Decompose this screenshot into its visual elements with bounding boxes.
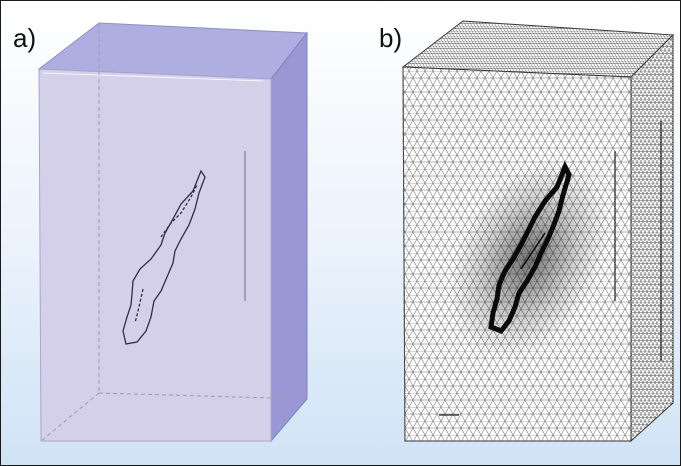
panel-b-label: b) bbox=[379, 23, 403, 53]
mesh-fracture bbox=[488, 160, 572, 335]
block-front-face bbox=[38, 68, 272, 442]
mesh-dashed-edge bbox=[402, 66, 406, 442]
front-face-highlight bbox=[42, 72, 264, 82]
mesh-edge-details bbox=[439, 121, 662, 416]
fracture-outline bbox=[122, 169, 206, 345]
panel-a-label: a) bbox=[13, 23, 37, 53]
mesh-refinement-zone bbox=[447, 157, 611, 361]
hidden-edge-back-left bbox=[40, 392, 100, 442]
